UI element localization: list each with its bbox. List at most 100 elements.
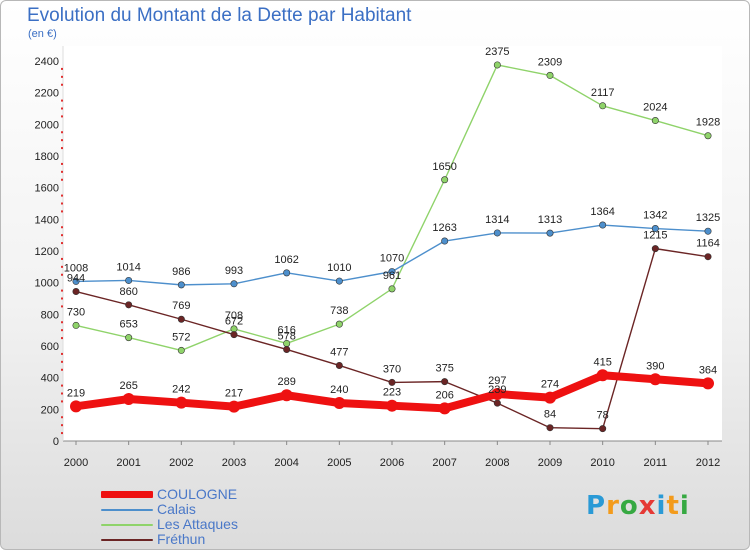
data-label-coulogne: 240 [330,384,348,396]
data-point-frethun [704,253,712,261]
data-label-coulogne: 364 [699,364,717,376]
data-label-frethun: 769 [172,300,190,312]
y-minor-tick [61,99,63,102]
data-point-coulogne [702,377,714,390]
y-minor-tick [61,202,63,205]
x-tick-label: 2004 [274,457,298,469]
y-tick-label: 1400 [35,214,59,226]
data-point-calais [704,227,712,235]
data-label-calais: 1070 [380,253,404,265]
data-point-frethun [546,424,554,432]
y-tick-label: 400 [41,373,59,385]
data-point-les-attaques [599,102,607,110]
data-point-frethun [177,315,185,323]
y-minor-tick [61,424,63,427]
legend-swatch-les-attaques [101,524,153,526]
data-label-les-attaques: 730 [67,306,85,318]
data-point-les-attaques [441,176,449,184]
data-label-les-attaques: 708 [225,310,243,322]
data-label-coulogne: 242 [172,384,190,396]
data-label-coulogne: 289 [277,376,295,388]
data-label-frethun: 477 [330,346,348,358]
data-label-frethun: 860 [119,286,137,298]
x-tick-label: 2008 [485,457,509,469]
legend-swatch-frethun [101,539,153,541]
y-tick-label: 600 [41,341,59,353]
x-tick-label: 2011 [644,457,668,469]
data-point-coulogne [280,389,293,402]
chart-subtitle: (en €) [28,28,57,40]
data-point-les-attaques [651,117,659,125]
data-label-coulogne: 390 [646,360,664,372]
data-label-les-attaques: 616 [277,324,295,336]
logo-letter: i [679,491,690,521]
data-point-frethun [599,425,607,433]
data-point-frethun [388,378,396,386]
y-tick-label: 1600 [35,183,59,195]
data-label-calais: 1342 [643,210,667,222]
logo-letter: x [638,491,657,521]
data-point-coulogne [122,393,135,406]
y-minor-tick [61,400,63,403]
y-tick-label: 2200 [35,88,59,100]
data-point-coulogne [596,369,609,382]
y-minor-tick [61,329,63,332]
data-point-frethun [441,378,449,386]
data-label-les-attaques: 1650 [432,161,456,173]
data-label-coulogne: 217 [225,388,243,400]
data-point-coulogne [544,391,556,404]
data-point-coulogne [333,397,346,409]
y-minor-tick [61,416,63,419]
data-point-calais [599,221,607,229]
data-label-les-attaques: 2375 [485,46,509,58]
y-tick-label: 2400 [35,56,59,68]
y-minor-tick [61,352,63,355]
data-label-frethun: 239 [488,384,506,396]
data-point-calais [441,237,449,245]
legend-swatch-calais [101,509,153,511]
y-tick-label: 1200 [35,246,59,258]
data-point-les-attaques [704,132,712,140]
legend-label-les-attaques: Les Attaques [157,516,238,532]
data-point-coulogne [228,400,240,413]
data-point-frethun [283,345,291,353]
y-minor-tick [61,178,63,181]
y-minor-tick [61,297,63,300]
data-label-coulogne: 265 [119,380,137,392]
logo-letter: o [619,491,639,521]
y-minor-tick [61,107,63,110]
y-tick-label: 800 [41,309,59,321]
legend-swatch-coulogne [101,491,153,498]
proxiti-logo: Proxiti [586,491,690,521]
logo-letter: t [666,491,680,521]
x-tick-label: 2003 [222,457,246,469]
data-label-coulogne: 297 [488,375,506,387]
data-point-les-attaques [125,334,133,342]
y-tick-label: 1000 [35,278,59,290]
data-point-les-attaques [493,61,501,69]
y-minor-tick [61,289,63,292]
data-label-les-attaques: 2024 [643,102,667,114]
data-label-coulogne: 415 [593,356,611,368]
y-minor-tick [61,257,63,260]
logo-letter: i [656,491,667,521]
data-point-frethun [230,331,238,339]
x-tick-label: 2006 [380,457,404,469]
data-point-les-attaques [388,285,396,293]
data-label-les-attaques: 961 [383,270,401,282]
data-label-calais: 1062 [274,254,298,266]
data-point-coulogne [649,373,662,386]
data-point-les-attaques [335,320,343,328]
y-minor-tick [61,392,63,395]
x-tick-label: 2012 [696,457,720,469]
data-label-calais: 993 [225,265,243,277]
data-label-les-attaques: 653 [119,319,137,331]
x-tick-label: 2010 [590,457,614,469]
y-minor-tick [61,273,63,276]
x-tick-label: 2002 [169,457,193,469]
data-point-les-attaques [546,71,554,79]
data-point-coulogne [175,396,188,409]
legend-label-coulogne: COULOGNE [157,486,238,502]
data-point-les-attaques [177,346,185,354]
